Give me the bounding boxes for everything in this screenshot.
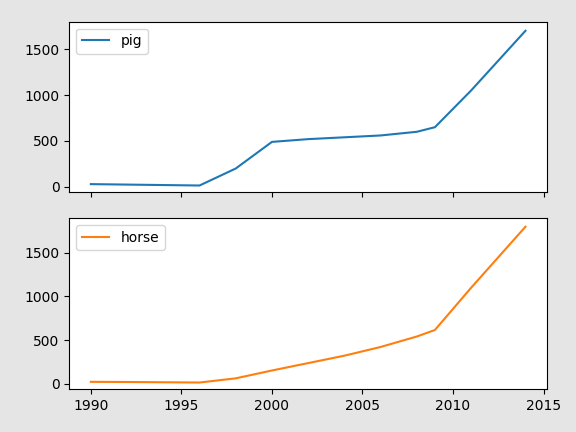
- Legend: pig: pig: [76, 29, 147, 54]
- Legend: horse: horse: [76, 225, 165, 250]
